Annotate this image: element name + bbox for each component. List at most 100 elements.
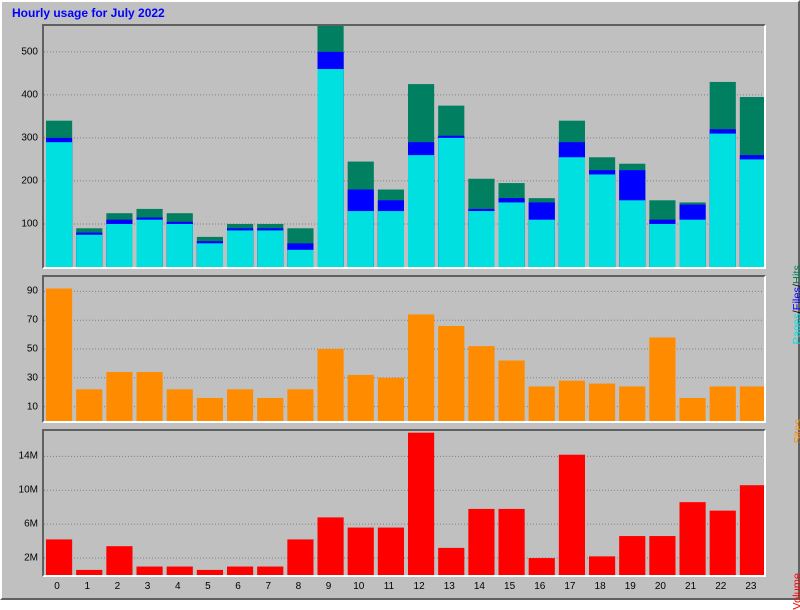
bar-sites	[649, 337, 675, 421]
xtick-label: 8	[296, 581, 302, 592]
bar-pages	[137, 220, 163, 267]
xtick-label: 10	[353, 581, 364, 592]
bar-sites	[257, 398, 283, 421]
bar-volume	[348, 528, 374, 575]
bar-volume	[589, 556, 615, 575]
xtick-label: 7	[265, 581, 271, 592]
bar-pages	[499, 202, 525, 267]
panel-bot	[42, 429, 766, 577]
bar-volume	[438, 548, 464, 575]
bar-pages	[438, 138, 464, 267]
ylabel-segment: Hits	[792, 265, 800, 284]
ylabel-segment: Pages	[792, 313, 800, 344]
xtick-label: 1	[84, 581, 90, 592]
panel-bot-svg	[44, 431, 764, 575]
bar-sites	[468, 346, 494, 421]
bar-pages	[227, 230, 253, 267]
bar-volume	[106, 546, 132, 575]
bar-sites	[529, 386, 555, 421]
bar-pages	[46, 142, 72, 267]
bar-sites	[740, 386, 764, 421]
bar-sites	[287, 389, 313, 421]
bar-pages	[559, 157, 585, 267]
xtick-label: 19	[625, 581, 636, 592]
bar-sites	[559, 381, 585, 421]
xtick-label: 15	[504, 581, 515, 592]
xtick-label: 21	[685, 581, 696, 592]
xtick-label: 4	[175, 581, 181, 592]
bar-pages	[76, 235, 102, 267]
xtick-label: 13	[444, 581, 455, 592]
bar-sites	[318, 349, 344, 421]
ytick-label: 500	[8, 46, 38, 57]
bar-sites	[619, 386, 645, 421]
bar-sites	[348, 375, 374, 421]
bar-volume	[740, 485, 764, 575]
bar-pages	[408, 155, 434, 267]
bar-pages	[589, 174, 615, 267]
bar-volume	[197, 570, 223, 575]
bar-volume	[287, 539, 313, 575]
xtick-label: 2	[115, 581, 121, 592]
ytick-label: 10	[8, 401, 38, 412]
bar-sites	[438, 326, 464, 421]
ytick-label: 200	[8, 175, 38, 186]
chart-frame: Hourly usage for July 2022 1002003004005…	[0, 0, 800, 600]
xtick-label: 17	[564, 581, 575, 592]
chart-title: Hourly usage for July 2022	[12, 6, 165, 20]
ytick-label: 50	[8, 344, 38, 355]
bar-volume	[76, 570, 102, 575]
bar-pages	[619, 200, 645, 267]
xtick-label: 6	[235, 581, 241, 592]
bar-sites	[680, 398, 706, 421]
bar-pages	[197, 243, 223, 267]
panel-top-ylabel: Pages/Files/Hits	[792, 265, 800, 345]
bar-pages	[680, 220, 706, 267]
ytick-label: 70	[8, 315, 38, 326]
bar-sites	[408, 314, 434, 421]
ytick-label: 90	[8, 286, 38, 297]
xtick-label: 0	[54, 581, 60, 592]
bar-volume	[46, 539, 72, 575]
bar-pages	[740, 159, 764, 267]
xtick-label: 5	[205, 581, 211, 592]
ytick-label: 300	[8, 132, 38, 143]
bar-pages	[348, 211, 374, 267]
ytick-label: 30	[8, 372, 38, 383]
panel-top-svg	[44, 26, 764, 267]
bar-volume	[137, 567, 163, 575]
xtick-label: 3	[145, 581, 151, 592]
bar-pages	[167, 224, 193, 267]
panel-mid-ylabel: Sites	[792, 419, 800, 443]
bar-sites	[378, 378, 404, 421]
xtick-label: 22	[715, 581, 726, 592]
bar-sites	[499, 361, 525, 421]
bar-volume	[710, 511, 736, 575]
bar-pages	[468, 211, 494, 267]
bar-volume	[559, 455, 585, 575]
bar-sites	[167, 389, 193, 421]
ytick-label: 6M	[8, 519, 38, 530]
ylabel-segment: /	[792, 310, 800, 313]
bar-pages	[257, 230, 283, 267]
bar-pages	[378, 211, 404, 267]
bar-sites	[137, 372, 163, 421]
bar-sites	[106, 372, 132, 421]
ytick-label: 14M	[8, 451, 38, 462]
bar-pages	[649, 224, 675, 267]
bar-volume	[499, 509, 525, 575]
bar-volume	[529, 558, 555, 575]
bar-pages	[318, 69, 344, 267]
ytick-label: 10M	[8, 485, 38, 496]
xtick-label: 12	[414, 581, 425, 592]
xtick-label: 14	[474, 581, 485, 592]
bar-volume	[257, 567, 283, 575]
bar-volume	[649, 536, 675, 575]
bar-pages	[287, 250, 313, 267]
xtick-label: 16	[534, 581, 545, 592]
panel-mid	[42, 275, 766, 423]
xtick-label: 23	[745, 581, 756, 592]
bar-pages	[529, 220, 555, 267]
ylabel-segment: Volume	[792, 573, 800, 610]
bar-sites	[76, 389, 102, 421]
